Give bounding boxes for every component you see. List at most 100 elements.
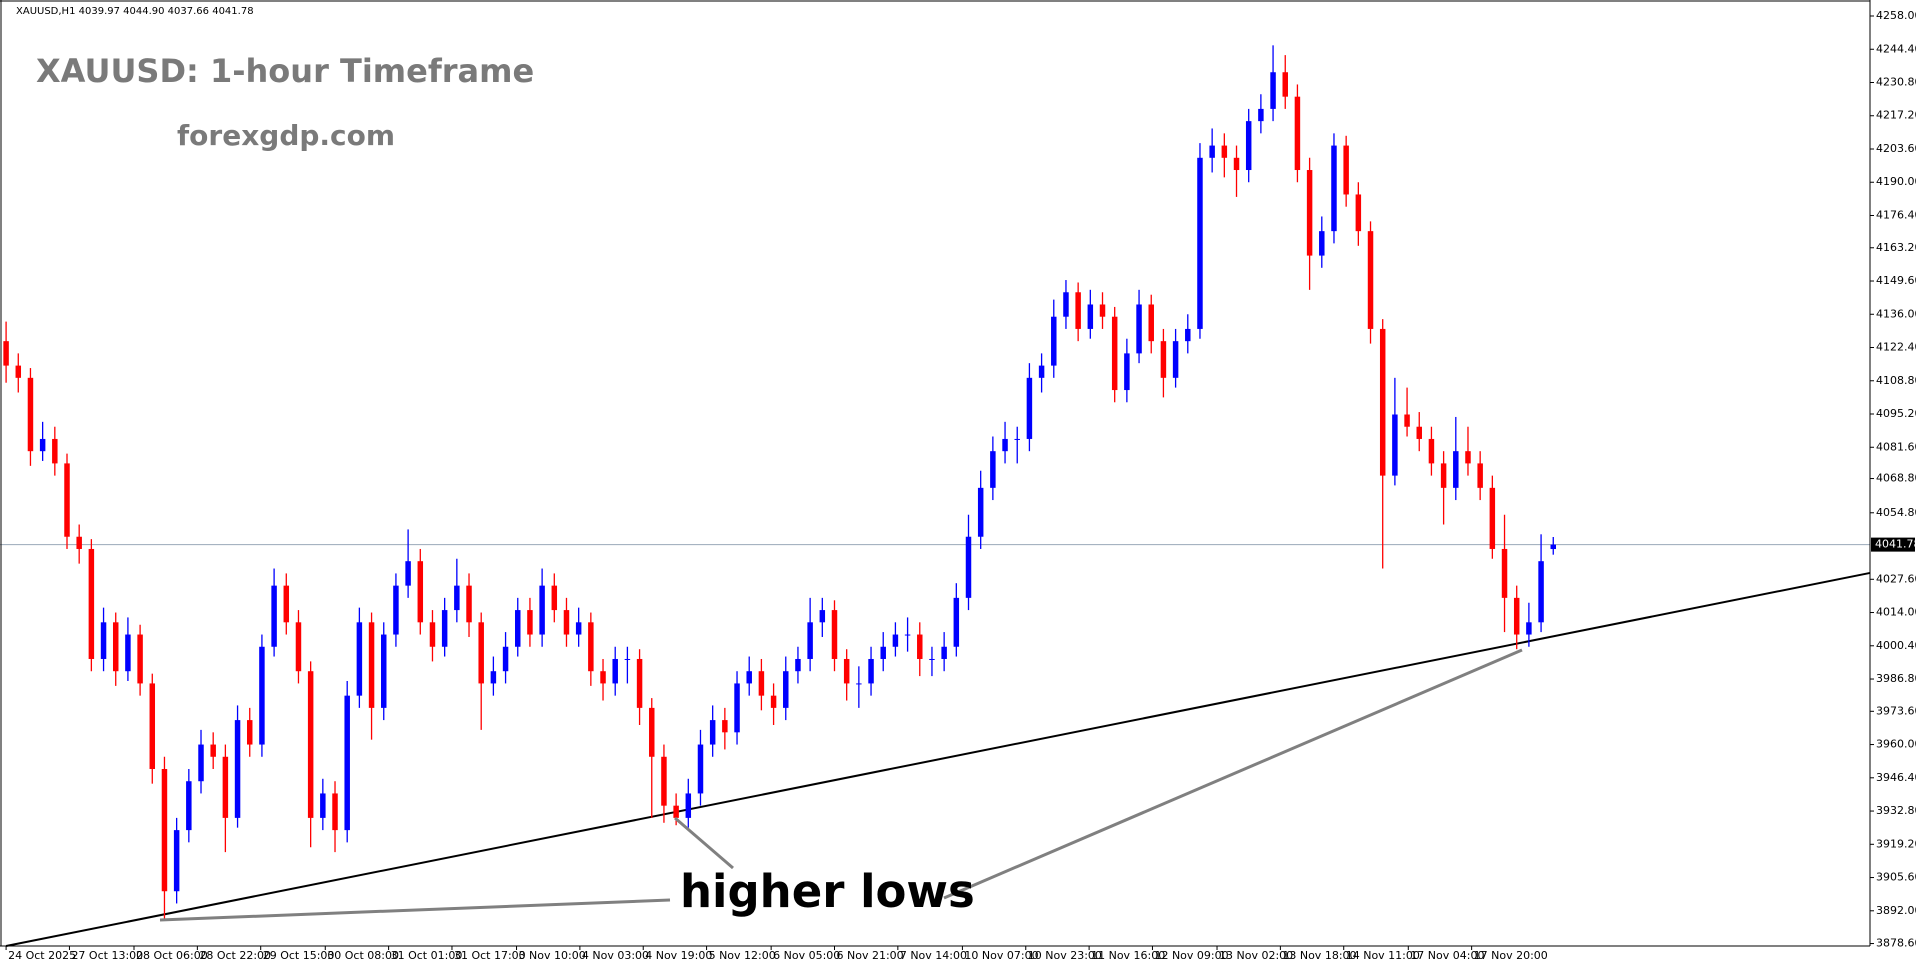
y-tick-label: 3905.60	[1876, 871, 1916, 884]
candle-body	[1550, 544, 1556, 550]
y-tick-label: 4054.80	[1876, 506, 1916, 519]
candle-body	[27, 377, 34, 452]
candle-body	[1440, 463, 1447, 488]
candle-body	[1392, 414, 1398, 476]
candle-body	[186, 781, 192, 831]
candle-body	[1136, 304, 1142, 354]
candle-body	[575, 622, 582, 635]
annotation-pointer	[674, 816, 734, 870]
candle-body	[831, 610, 838, 659]
candle-body	[1282, 72, 1288, 97]
candle-body	[1124, 353, 1130, 391]
candle-body	[1355, 194, 1362, 232]
x-tick-label: 4 Nov 19:00	[645, 949, 712, 962]
candle-body	[1087, 304, 1094, 329]
candle-body	[807, 622, 813, 659]
candle-body	[441, 610, 448, 647]
candle-body	[39, 438, 46, 452]
candle-body	[52, 438, 58, 464]
price-tag-box	[1871, 537, 1915, 552]
x-tick-label: 13 Nov 02:00	[1219, 949, 1293, 962]
y-tick-label: 4136.00	[1876, 307, 1916, 320]
candle-body	[1319, 231, 1325, 256]
candle-body	[941, 646, 947, 659]
candle-body	[965, 536, 972, 598]
x-tick-label: 17 Nov 20:00	[1474, 949, 1548, 962]
x-tick-label: 6 Nov 21:00	[836, 949, 903, 962]
candle-body	[1185, 328, 1191, 342]
candle-body	[1209, 145, 1215, 158]
candle-body	[1270, 72, 1276, 109]
candle-body	[1099, 304, 1106, 317]
y-tick-label: 4068.80	[1876, 472, 1916, 485]
chart-subtitle: forexgdp.com	[177, 119, 395, 152]
candle-body	[173, 830, 180, 892]
chart-title: XAUUSD: 1-hour Timeframe	[36, 52, 534, 90]
candle-body	[880, 646, 886, 659]
candle-body	[734, 683, 740, 733]
candle-body	[1404, 414, 1410, 427]
y-tick-label: 4176.40	[1876, 208, 1916, 221]
candle-body	[478, 622, 484, 684]
candle-body	[1294, 96, 1301, 171]
candle-body	[953, 597, 960, 647]
candle-body	[490, 671, 497, 684]
candle-body	[356, 622, 363, 696]
y-tick-label: 4095.20	[1876, 407, 1916, 420]
candle-body	[1477, 463, 1483, 488]
x-tick-label: 31 Oct 17:00	[454, 949, 526, 962]
candle-body	[405, 561, 411, 586]
candle-body	[1197, 157, 1203, 329]
candle-body	[15, 365, 22, 378]
candle-body	[722, 720, 728, 733]
candle-body	[1172, 341, 1179, 378]
candle-body	[234, 720, 241, 818]
candle-body	[429, 622, 436, 647]
candle-body	[283, 585, 290, 623]
x-tick-label: 28 Oct 06:00	[136, 949, 208, 962]
candle-body	[917, 634, 923, 659]
candle-body	[332, 793, 338, 831]
x-tick-label: 14 Nov 11:00	[1346, 949, 1420, 962]
candle-body	[649, 707, 655, 757]
y-tick-label: 4122.40	[1876, 341, 1916, 354]
x-tick-label: 5 Nov 12:00	[709, 949, 776, 962]
y-tick-label: 4000.40	[1876, 639, 1916, 652]
candle-body	[1526, 622, 1532, 635]
x-tick-label: 12 Nov 09:00	[1154, 949, 1228, 962]
x-tick-label: 13 Nov 18:00	[1282, 949, 1356, 962]
symbol-header: XAUUSD,H1 4039.97 4044.90 4037.66 4041.7…	[16, 6, 254, 17]
candle-body	[1379, 328, 1386, 476]
candle-body	[368, 622, 375, 708]
candle-body	[1513, 597, 1520, 635]
candle-body	[295, 622, 302, 672]
candle-body	[746, 671, 752, 684]
candle-body	[1148, 304, 1154, 342]
candle-body	[709, 720, 716, 745]
y-tick-label: 3919.20	[1876, 837, 1916, 850]
candle-body	[515, 610, 521, 647]
candle-body	[1258, 108, 1264, 122]
x-tick-label: 27 Oct 13:00	[71, 949, 143, 962]
y-tick-label: 4014.00	[1876, 606, 1916, 619]
y-tick-label: 4258.00	[1876, 9, 1916, 22]
y-tick-label: 3892.00	[1876, 904, 1916, 917]
candle-body	[977, 487, 984, 537]
candle-body	[697, 744, 704, 794]
candle-body	[1051, 316, 1057, 366]
candle-body	[466, 585, 472, 623]
candle-body	[1245, 121, 1252, 171]
y-tick-label: 3960.00	[1876, 738, 1916, 751]
x-tick-label: 4 Nov 03:00	[582, 949, 649, 962]
candle-body	[76, 536, 82, 549]
x-tick-label: 6 Nov 05:00	[773, 949, 840, 962]
candle-body	[393, 585, 399, 635]
x-tick-label: 10 Nov 23:00	[1028, 949, 1102, 962]
x-tick-label: 28 Oct 22:00	[199, 949, 271, 962]
candle-body	[624, 658, 631, 660]
candle-body	[271, 585, 277, 647]
candle-body	[64, 463, 70, 537]
